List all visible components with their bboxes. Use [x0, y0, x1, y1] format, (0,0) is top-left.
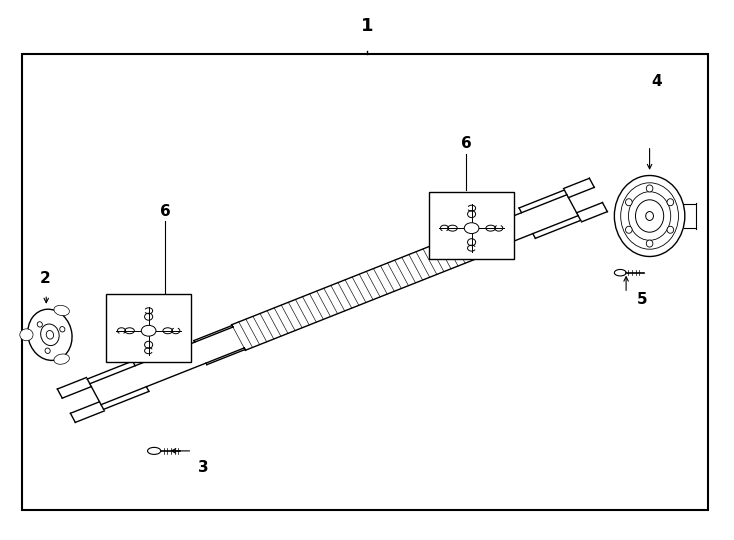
Ellipse shape — [40, 324, 59, 346]
Ellipse shape — [125, 328, 134, 334]
Text: 1: 1 — [360, 17, 374, 35]
Ellipse shape — [667, 226, 674, 233]
Text: 2: 2 — [40, 271, 51, 286]
Ellipse shape — [448, 225, 457, 231]
Ellipse shape — [468, 239, 476, 246]
Ellipse shape — [647, 185, 653, 192]
Ellipse shape — [647, 240, 653, 247]
Ellipse shape — [28, 309, 72, 360]
Ellipse shape — [148, 447, 161, 455]
Ellipse shape — [667, 199, 674, 206]
Ellipse shape — [20, 329, 33, 341]
Ellipse shape — [614, 176, 685, 256]
Text: 4: 4 — [652, 74, 662, 89]
Ellipse shape — [625, 199, 632, 206]
Ellipse shape — [621, 183, 678, 249]
Ellipse shape — [59, 327, 65, 332]
Text: 6: 6 — [461, 136, 471, 151]
Ellipse shape — [486, 225, 495, 231]
Ellipse shape — [54, 354, 70, 364]
Circle shape — [464, 222, 479, 233]
Ellipse shape — [45, 348, 50, 354]
Ellipse shape — [163, 328, 172, 334]
Bar — [429, 192, 514, 259]
Ellipse shape — [625, 226, 632, 233]
Ellipse shape — [37, 322, 43, 327]
Bar — [22, 54, 708, 510]
Text: 5: 5 — [637, 292, 647, 307]
Ellipse shape — [468, 211, 476, 218]
Ellipse shape — [636, 200, 664, 232]
Ellipse shape — [46, 330, 54, 339]
Ellipse shape — [145, 313, 153, 320]
Text: 3: 3 — [198, 460, 208, 475]
Ellipse shape — [646, 212, 653, 220]
Ellipse shape — [54, 305, 70, 316]
Bar — [106, 294, 191, 362]
Ellipse shape — [145, 341, 153, 348]
Ellipse shape — [628, 192, 671, 240]
Circle shape — [141, 325, 156, 336]
Ellipse shape — [614, 269, 626, 276]
Text: 6: 6 — [160, 204, 170, 219]
